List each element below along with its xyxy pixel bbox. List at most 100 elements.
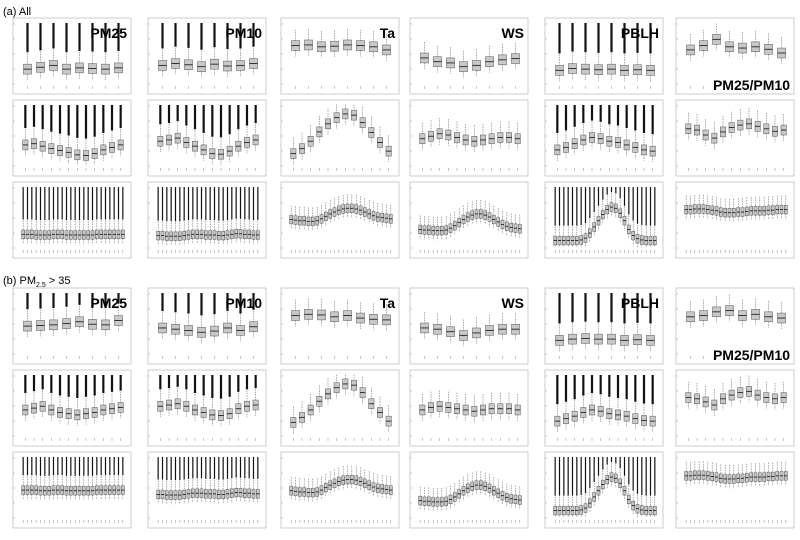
variable-label: PM25/PM10 [713,347,790,363]
box [513,485,518,523]
box [299,401,305,441]
box [49,23,58,89]
box [116,457,121,523]
box [60,187,64,253]
box [563,375,569,441]
box [445,391,452,441]
box [290,137,297,171]
box [497,392,504,441]
box [243,457,247,523]
box [428,391,434,441]
box [157,105,164,171]
panel-all-by-year-ta: Ta [280,17,400,95]
panel-all-by-hour-ws [409,181,529,259]
box [62,23,71,89]
box [723,198,727,253]
box [363,469,367,523]
box [571,375,578,441]
box [342,374,349,441]
box [758,196,762,253]
panel-pm25-gt35-by-month-pblh [544,369,664,447]
panel-pm25-gt35-by-month-pm10 [147,369,267,447]
box [304,29,313,89]
box [780,381,787,441]
box [208,457,212,523]
box [622,457,627,523]
box [34,187,38,253]
box [711,122,718,171]
box [354,466,358,523]
box [609,457,614,523]
box [36,293,45,359]
box [169,187,173,253]
box [594,23,603,89]
box [74,375,81,441]
box [65,375,72,441]
box [226,375,233,441]
box [200,105,207,171]
box [581,293,590,359]
box [195,187,199,253]
panel-frame [675,17,795,95]
box [684,195,688,253]
box [169,457,173,523]
box [627,187,631,253]
box [435,216,440,253]
box [38,187,43,253]
box [440,487,444,523]
panel-all-by-month-pm10 [147,99,267,177]
box [497,121,504,171]
panel-frame [675,99,795,177]
box [218,105,224,171]
box [225,457,230,523]
box [382,34,391,89]
box [633,293,642,359]
box [244,375,250,441]
box [199,457,204,523]
box [607,23,616,89]
box [684,461,688,523]
box [620,23,629,89]
box [184,23,193,89]
panel-frame [544,181,664,259]
box [614,457,618,523]
box [751,298,760,359]
box [43,457,47,523]
box [121,457,125,523]
box [160,187,165,253]
panel-frame [544,451,664,529]
box [772,115,778,171]
box [23,23,32,89]
box [505,212,509,253]
box [737,376,744,441]
variable-label: PM10 [225,295,262,311]
box [553,457,557,523]
box [157,375,164,441]
box [217,457,221,523]
panel-all-by-year-ws: WS [409,17,529,95]
panel-pm25-gt35-by-hour-ws [409,451,529,529]
box [251,187,256,253]
box [209,375,216,441]
box [249,23,258,89]
box [367,471,371,523]
panel-pm25-gt35-by-month-ws [409,369,529,447]
box [377,396,383,441]
box [745,197,749,253]
panel-all-by-year-pm25: PM25 [12,17,132,95]
box [453,483,457,523]
panel-pm25-gt35-by-month-pm25-pm10 [675,369,795,447]
box [369,303,378,359]
panel-pm25-gt35-by-hour-ta [280,451,400,529]
box [307,125,314,171]
box [427,216,431,253]
box [291,29,300,89]
box [589,105,595,171]
section-label-pm25-gt35: (b) PM2.5 > 35 [3,275,71,289]
box [212,457,217,523]
panel-frame [280,287,400,365]
panel-pm25-gt35-by-year-ws: WS [409,287,529,365]
box [330,300,339,359]
box [509,484,513,523]
box [178,187,182,253]
